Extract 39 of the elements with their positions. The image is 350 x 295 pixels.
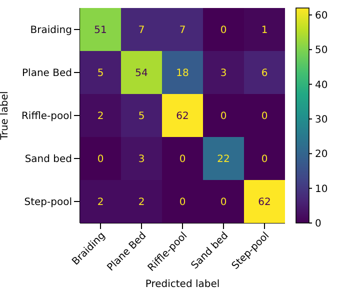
data-label: 7 [179,25,186,36]
color-bar-label: 60 [315,10,328,22]
color-bar-label: 50 [315,45,328,56]
data-label: 1 [261,25,268,36]
data-label: 2 [138,197,145,208]
color-bar-label: 10 [315,184,328,195]
color-bar-label: 0 [315,218,322,230]
data-label: 3 [138,154,145,165]
data-label: 0 [261,154,268,165]
color-bar-label: 20 [315,149,328,160]
y-tick-label: Braiding [30,25,72,36]
y-axis-title: True label [0,91,11,141]
y-tick-label: Riffle-pool [21,111,72,122]
data-label: 6 [261,68,268,79]
y-tick-label: Plane Bed [22,68,72,80]
data-label: 22 [217,154,230,165]
y-tick-label: Sand bed [24,154,72,166]
data-label: 0 [179,197,186,208]
data-label: 0 [220,111,227,122]
data-label: 0 [261,111,268,122]
data-label: 3 [220,68,227,79]
data-label: 62 [176,111,189,122]
data-label: 18 [176,68,189,79]
color-bar-label: 40 [315,80,328,91]
x-axis-title: Predicted label [145,279,220,290]
data-label: 0 [179,154,186,165]
data-label: 54 [135,68,148,79]
data-label: 2 [97,197,104,208]
data-label: 0 [97,154,104,165]
color-bar-label: 30 [315,114,328,126]
y-tick-label: Step-pool [24,197,72,208]
data-label: 7 [138,25,145,36]
data-label: 0 [220,197,227,208]
data-label: 2 [97,111,104,122]
data-label: 0 [220,25,227,36]
data-label: 5 [138,111,145,122]
data-label: 51 [94,25,107,36]
data-label: 5 [97,68,104,79]
data-label: 62 [258,197,271,208]
